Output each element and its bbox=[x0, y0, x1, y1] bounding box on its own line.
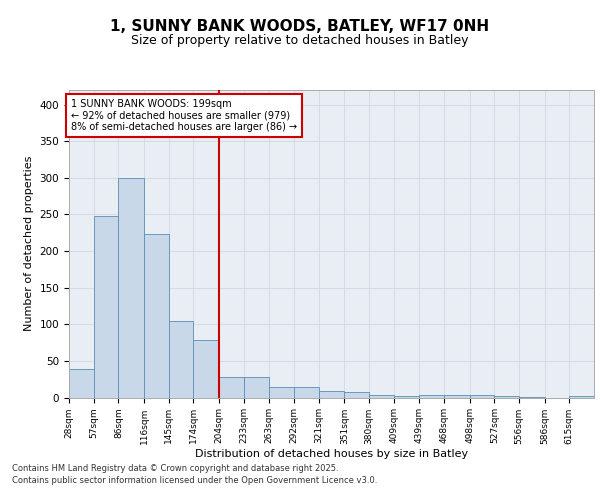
Bar bbox=[193, 340, 219, 398]
Bar bbox=[69, 369, 94, 398]
Bar bbox=[169, 320, 193, 398]
Bar bbox=[494, 396, 519, 398]
Bar bbox=[569, 396, 594, 398]
Text: Contains public sector information licensed under the Open Government Licence v3: Contains public sector information licen… bbox=[12, 476, 377, 485]
Bar bbox=[219, 377, 244, 398]
Bar bbox=[319, 391, 344, 398]
Bar bbox=[269, 386, 294, 398]
Text: 1 SUNNY BANK WOODS: 199sqm
← 92% of detached houses are smaller (979)
8% of semi: 1 SUNNY BANK WOODS: 199sqm ← 92% of deta… bbox=[71, 99, 297, 132]
Bar bbox=[94, 216, 118, 398]
Bar bbox=[344, 392, 369, 398]
Text: Contains HM Land Registry data © Crown copyright and database right 2025.: Contains HM Land Registry data © Crown c… bbox=[12, 464, 338, 473]
Bar bbox=[369, 394, 394, 398]
Bar bbox=[294, 386, 319, 398]
X-axis label: Distribution of detached houses by size in Batley: Distribution of detached houses by size … bbox=[195, 449, 468, 459]
Y-axis label: Number of detached properties: Number of detached properties bbox=[24, 156, 34, 332]
Bar bbox=[118, 178, 144, 398]
Bar bbox=[444, 396, 470, 398]
Bar bbox=[419, 396, 444, 398]
Bar bbox=[244, 377, 269, 398]
Bar bbox=[519, 397, 545, 398]
Text: Size of property relative to detached houses in Batley: Size of property relative to detached ho… bbox=[131, 34, 469, 47]
Bar bbox=[470, 396, 494, 398]
Bar bbox=[144, 234, 169, 398]
Text: 1, SUNNY BANK WOODS, BATLEY, WF17 0NH: 1, SUNNY BANK WOODS, BATLEY, WF17 0NH bbox=[110, 19, 490, 34]
Bar bbox=[394, 396, 419, 398]
